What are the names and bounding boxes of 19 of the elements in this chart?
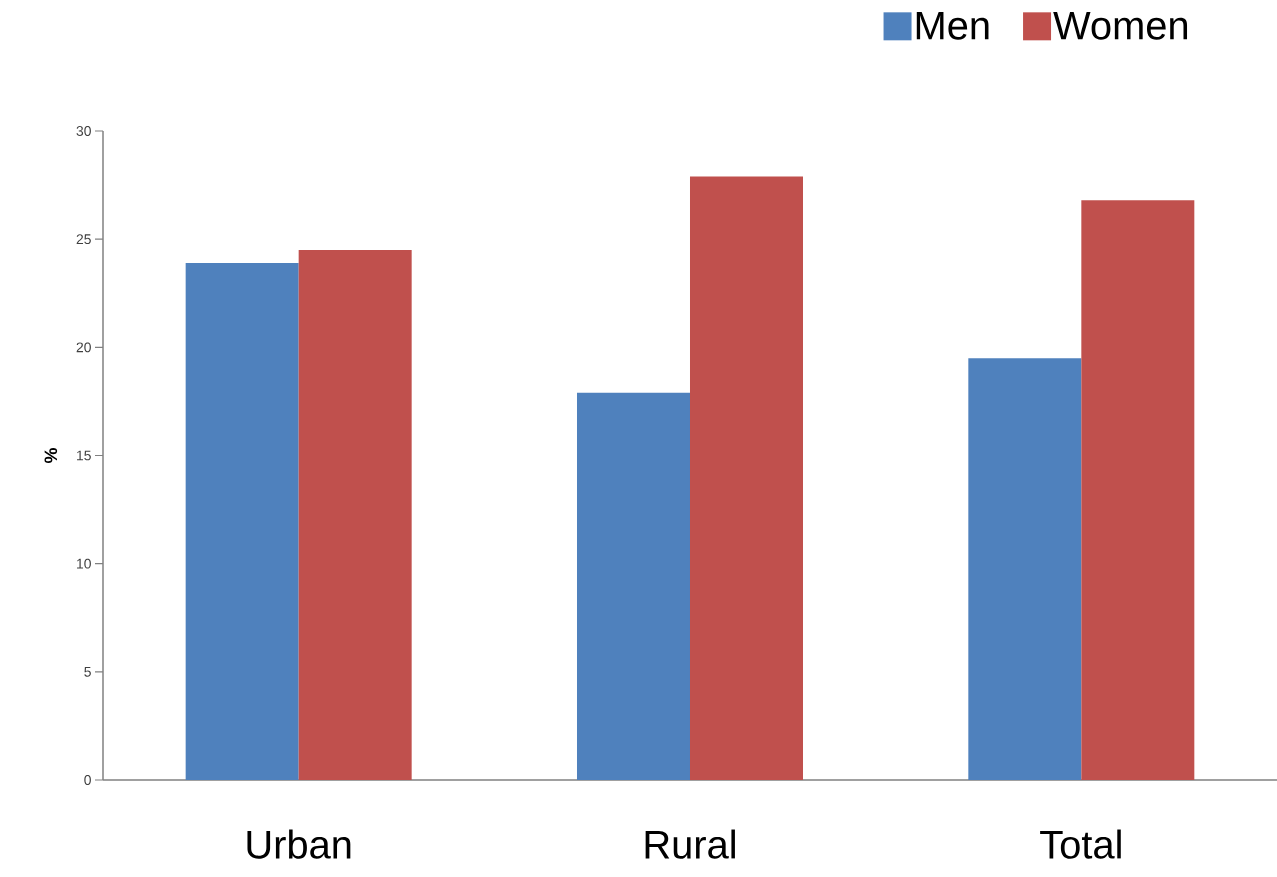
y-tick-label: 0 (84, 775, 91, 785)
legend-label: Men (916, 11, 989, 40)
bar (968, 358, 1082, 780)
y-tick-label: 30 (76, 126, 91, 136)
y-tick-label: 15 (77, 450, 91, 461)
bar (689, 176, 803, 780)
bar (576, 392, 690, 780)
bar (298, 249, 412, 780)
legend-label: Women (1053, 11, 1188, 40)
x-tick-label: Total (1040, 829, 1121, 859)
x-tick-label: Urban (247, 829, 351, 859)
y-tick-label: 25 (76, 234, 91, 245)
y-tick-label: 20 (76, 342, 91, 353)
y-tick-label: 10 (77, 558, 91, 569)
bar (1081, 200, 1195, 780)
bar (185, 262, 299, 780)
y-axis-title: % (44, 448, 58, 464)
y-tick-label: 5 (84, 666, 91, 677)
x-tick-label: Rural (645, 829, 735, 859)
